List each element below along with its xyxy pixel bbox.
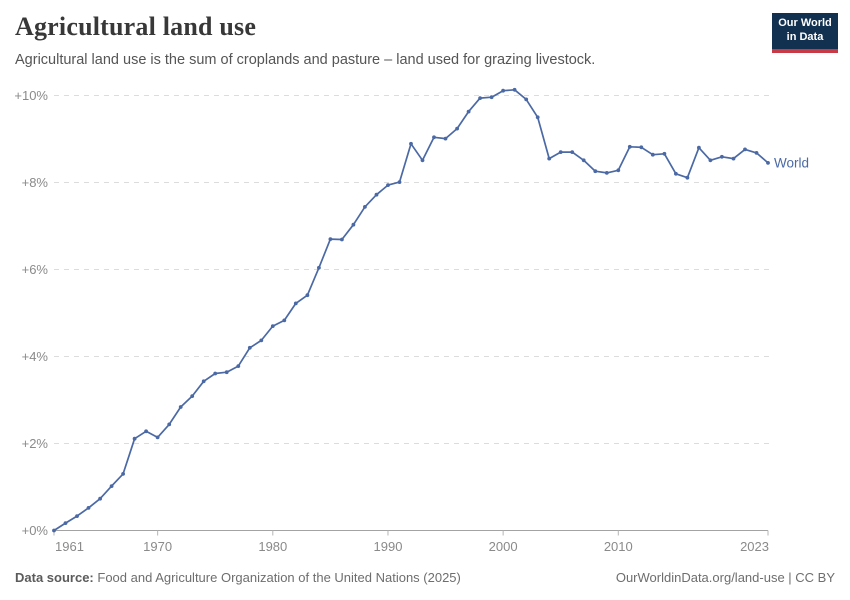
data-point[interactable] [317, 265, 321, 270]
data-point[interactable] [409, 141, 413, 146]
data-point[interactable] [236, 364, 241, 368]
data-point[interactable] [512, 87, 517, 92]
data-point[interactable] [708, 158, 713, 163]
data-point[interactable] [363, 205, 367, 209]
world-series-label[interactable]: World [774, 155, 809, 170]
owid-logo[interactable]: Our World in Data [772, 13, 838, 53]
data-point[interactable] [224, 370, 229, 375]
footer-credit[interactable]: OurWorldinData.org/land-use | CC BY [615, 570, 835, 585]
data-point[interactable] [144, 429, 149, 434]
logo-line-1: Our World [778, 17, 832, 30]
data-point[interactable] [639, 145, 644, 150]
data-point[interactable] [397, 180, 402, 185]
y-axis-label: +0% [22, 523, 49, 538]
data-point[interactable] [581, 158, 586, 163]
x-axis-label: 1961 [55, 539, 84, 554]
data-point[interactable] [178, 405, 183, 409]
data-point[interactable] [374, 192, 379, 197]
y-axis-label: +2% [22, 436, 49, 451]
data-point[interactable] [213, 371, 218, 376]
data-point[interactable] [132, 436, 137, 441]
data-point[interactable] [282, 318, 287, 323]
data-point[interactable] [109, 484, 114, 488]
data-point[interactable] [293, 301, 298, 306]
x-axis-label: 2010 [604, 539, 633, 554]
data-point[interactable] [270, 324, 275, 328]
data-point[interactable] [766, 161, 770, 165]
data-point[interactable] [478, 96, 482, 100]
data-point[interactable] [443, 136, 448, 141]
data-point[interactable] [535, 115, 540, 120]
x-axis-label: 2000 [489, 539, 518, 554]
data-point[interactable] [662, 151, 667, 156]
data-point[interactable] [685, 175, 690, 180]
data-point[interactable] [432, 135, 436, 140]
data-point[interactable] [201, 379, 206, 384]
data-point[interactable] [558, 150, 563, 155]
x-axis-label: 1980 [258, 539, 287, 554]
data-point[interactable] [305, 293, 310, 298]
footer-source-text: Food and Agriculture Organization of the… [97, 570, 461, 585]
data-point[interactable] [593, 169, 598, 174]
x-axis-label: 2023 [740, 539, 769, 554]
data-point[interactable] [247, 345, 252, 350]
data-point[interactable] [63, 521, 68, 525]
y-axis-label: +4% [22, 349, 49, 364]
page-subtitle: Agricultural land use is the sum of crop… [15, 52, 596, 68]
data-point[interactable] [604, 171, 609, 175]
data-point[interactable] [386, 183, 390, 188]
data-point[interactable] [616, 168, 621, 173]
data-point[interactable] [674, 171, 678, 176]
footer-source: Data source: Food and Agriculture Organi… [15, 570, 461, 585]
data-point[interactable] [466, 109, 471, 114]
data-point[interactable] [98, 496, 102, 501]
data-point[interactable] [328, 237, 333, 242]
trend-line[interactable] [53, 88, 769, 532]
y-axis-label: +8% [22, 175, 49, 190]
data-point[interactable] [52, 528, 56, 533]
data-point[interactable] [190, 394, 195, 398]
data-point[interactable] [351, 222, 356, 227]
data-point[interactable] [547, 156, 552, 161]
data-point[interactable] [697, 145, 701, 150]
footer-source-label: Data source: [15, 570, 94, 585]
data-point[interactable] [754, 151, 759, 155]
data-point[interactable] [121, 472, 125, 476]
logo-line-2: in Data [786, 31, 824, 43]
data-point[interactable] [627, 144, 632, 149]
chart-canvas[interactable]: +0% +2% +4% +6% +8% +10% 1961 1970 1980 1990 2000 2… [0, 80, 850, 560]
y-axis-label: +6% [22, 262, 49, 277]
data-point[interactable] [420, 158, 425, 163]
data-point[interactable] [167, 422, 172, 427]
data-point[interactable] [86, 506, 91, 510]
data-point[interactable] [75, 514, 79, 518]
data-point[interactable] [155, 435, 160, 440]
data-point[interactable] [501, 88, 505, 93]
data-point[interactable] [455, 126, 459, 131]
y-axis-label: +10% [14, 88, 48, 103]
x-axis-label: 1970 [143, 539, 172, 554]
data-point[interactable] [570, 150, 575, 155]
data-point[interactable] [743, 147, 747, 152]
data-point[interactable] [720, 154, 724, 159]
data-point[interactable] [259, 338, 264, 343]
page-title: Agricultural land use [15, 12, 257, 41]
x-axis-label: 1990 [374, 539, 403, 554]
data-point[interactable] [731, 156, 736, 161]
data-point[interactable] [524, 97, 529, 102]
data-point[interactable] [650, 152, 655, 157]
data-point[interactable] [340, 237, 344, 242]
data-point[interactable] [489, 95, 494, 100]
